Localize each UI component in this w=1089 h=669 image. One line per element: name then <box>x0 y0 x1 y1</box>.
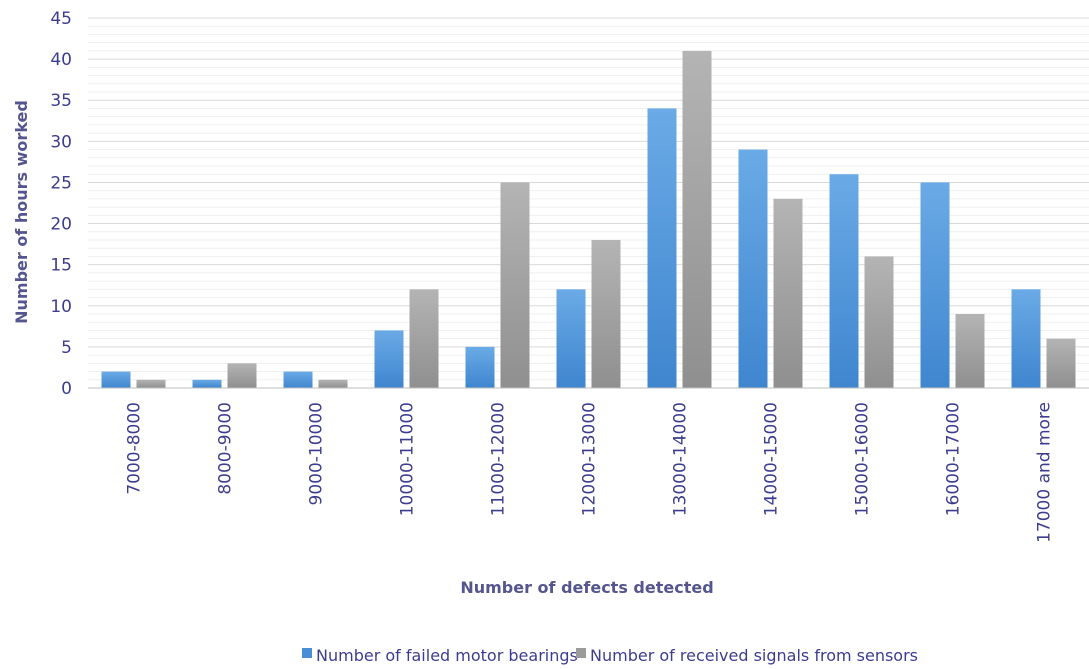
legend-label: Number of received signals from sensors <box>590 646 918 665</box>
legend-swatch <box>576 648 586 658</box>
x-axis-ticks: 7000-8000 8000-9000 9000-10000 10000-11000 1… <box>125 402 1055 543</box>
bar-sensor-signals-3 <box>318 379 348 388</box>
bar-failed-bearings-4 <box>374 330 404 388</box>
bar-sensor-signals-4 <box>409 289 439 388</box>
x-tick-label: 14000-15000 <box>762 402 782 516</box>
y-axis-ticks: 0 5 10 15 20 25 30 35 40 45 <box>50 9 72 399</box>
bar-sensor-signals-2 <box>227 363 257 388</box>
x-tick-label: 12000-13000 <box>580 402 600 516</box>
bar-failed-bearings-9 <box>829 174 859 388</box>
legend-item-series-1: Number of failed motor bearings <box>302 646 578 665</box>
bar-sensor-signals-8 <box>773 198 803 388</box>
bar-failed-bearings-3 <box>283 371 313 388</box>
bar-failed-bearings-1 <box>101 371 131 388</box>
x-tick-label: 11000-12000 <box>489 402 509 516</box>
x-tick-label: 10000-11000 <box>398 402 418 516</box>
x-axis-title: Number of defects detected <box>460 578 713 597</box>
x-tick-label: 7000-8000 <box>125 402 145 495</box>
legend: Number of failed motor bearings Number o… <box>302 646 918 665</box>
y-tick-label: 5 <box>61 338 72 358</box>
y-tick-label: 15 <box>50 256 72 276</box>
legend-swatch <box>302 648 312 658</box>
x-tick-label: 15000-16000 <box>853 402 873 516</box>
y-tick-label: 30 <box>50 132 72 152</box>
y-tick-label: 10 <box>50 297 72 317</box>
bar-failed-bearings-8 <box>738 149 768 388</box>
bar-sensor-signals-6 <box>591 240 621 388</box>
bar-failed-bearings-6 <box>556 289 586 388</box>
y-tick-label: 35 <box>50 91 72 111</box>
bars <box>101 50 1076 389</box>
x-tick-label: 13000-14000 <box>671 402 691 516</box>
bar-sensor-signals-1 <box>136 379 166 388</box>
x-tick-label: 16000-17000 <box>944 402 964 516</box>
legend-label: Number of failed motor bearings <box>316 646 578 665</box>
y-tick-label: 25 <box>50 173 72 193</box>
bar-sensor-signals-11 <box>1046 338 1076 388</box>
bar-sensor-signals-7 <box>682 50 712 389</box>
bar-sensor-signals-10 <box>955 314 985 388</box>
x-tick-label: 17000 and more <box>1035 402 1055 543</box>
y-tick-label: 45 <box>50 9 72 29</box>
x-tick-label: 8000-9000 <box>216 402 236 495</box>
bar-failed-bearings-7 <box>647 108 677 388</box>
x-tick-label: 9000-10000 <box>307 402 327 505</box>
y-axis-title: Number of hours worked <box>12 100 31 324</box>
bar-sensor-signals-5 <box>500 182 530 388</box>
bar-failed-bearings-2 <box>192 379 222 388</box>
bar-failed-bearings-11 <box>1011 289 1041 388</box>
bar-failed-bearings-5 <box>465 346 495 388</box>
y-tick-label: 40 <box>50 50 72 70</box>
y-tick-label: 0 <box>61 379 72 399</box>
bar-sensor-signals-9 <box>864 256 894 388</box>
bar-failed-bearings-10 <box>920 182 950 388</box>
y-tick-label: 20 <box>50 215 72 235</box>
legend-item-series-2: Number of received signals from sensors <box>576 646 918 665</box>
